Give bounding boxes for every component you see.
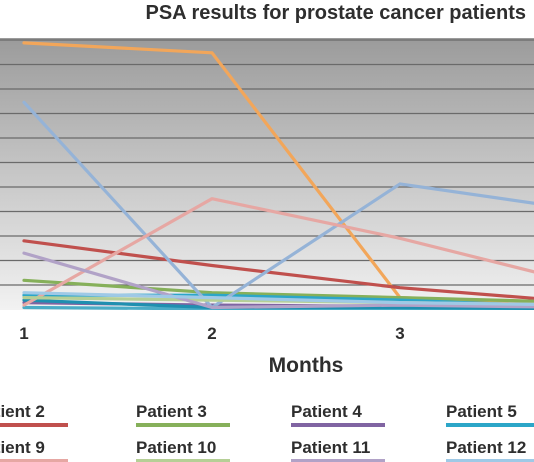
legend-label: Patient 5 <box>446 402 517 421</box>
gridlines <box>0 39 534 286</box>
series-line-patient-11 <box>22 251 534 310</box>
legend-item-patient-10: Patient 10 <box>136 438 230 462</box>
legend-item-patient-4: Patient 4 <box>291 402 385 427</box>
x-axis-label: Months <box>269 354 344 377</box>
legend-swatch <box>446 459 534 462</box>
legend-swatch <box>0 459 68 462</box>
legend-label: Patient 10 <box>136 438 216 457</box>
legend-swatch <box>0 423 68 427</box>
legend: Patient 2 Patient 3 Patient 4 Patient 5 Pati… <box>0 402 534 462</box>
series-line-patient-9 <box>22 197 534 307</box>
legend-label: Patient 9 <box>0 438 45 457</box>
legend-item-patient-9: Patient 9 <box>0 438 68 462</box>
legend-item-patient-11: Patient 11 <box>291 438 385 462</box>
legend-label: Patient 12 <box>446 438 526 457</box>
legend-swatch <box>136 459 230 462</box>
series-line-patient-12 <box>22 291 534 306</box>
legend-item-patient-5: Patient 5 <box>446 402 534 427</box>
series-lines <box>22 41 534 310</box>
legend-swatch <box>446 423 534 427</box>
chart-title: PSA results for prostate cancer patients <box>146 2 527 24</box>
legend-label: Patient 4 <box>291 402 362 421</box>
legend-swatch <box>136 423 230 427</box>
legend-label: Patient 2 <box>0 402 45 421</box>
legend-swatch <box>291 423 385 427</box>
series-line-patient-3 <box>22 278 534 303</box>
legend-item-patient-2: Patient 2 <box>0 402 68 427</box>
x-axis-ticks: 1 2 3 <box>19 324 404 343</box>
series-line-patient-7 <box>22 100 534 310</box>
x-tick-label: 1 <box>19 324 28 343</box>
legend-item-patient-3: Patient 3 <box>136 402 230 427</box>
x-tick-label: 2 <box>207 324 216 343</box>
legend-item-patient-12: Patient 12 <box>446 438 534 462</box>
legend-swatch <box>291 459 385 462</box>
legend-label: Patient 11 <box>291 438 370 457</box>
legend-label: Patient 3 <box>136 402 207 421</box>
x-tick-label: 3 <box>395 324 404 343</box>
